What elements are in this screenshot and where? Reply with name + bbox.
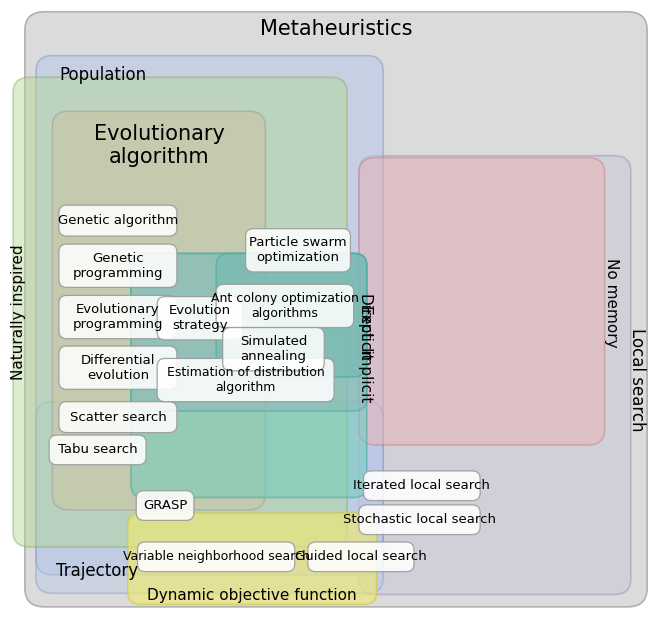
FancyBboxPatch shape — [364, 471, 480, 501]
FancyBboxPatch shape — [157, 358, 334, 402]
Text: Differential
evolution: Differential evolution — [81, 353, 155, 382]
FancyBboxPatch shape — [246, 229, 350, 272]
FancyBboxPatch shape — [138, 542, 295, 572]
Text: Tabu search: Tabu search — [58, 443, 138, 457]
FancyBboxPatch shape — [359, 158, 605, 445]
FancyBboxPatch shape — [52, 111, 265, 510]
FancyBboxPatch shape — [157, 297, 242, 340]
FancyBboxPatch shape — [131, 253, 367, 497]
Text: Stochastic local search: Stochastic local search — [343, 513, 496, 527]
FancyBboxPatch shape — [223, 328, 324, 371]
FancyBboxPatch shape — [59, 346, 177, 389]
FancyBboxPatch shape — [131, 253, 367, 411]
Text: Genetic
programming: Genetic programming — [73, 252, 163, 280]
FancyBboxPatch shape — [59, 244, 177, 287]
FancyBboxPatch shape — [308, 542, 414, 572]
Text: Naturally inspired: Naturally inspired — [11, 244, 26, 380]
Text: Particle swarm
optimization: Particle swarm optimization — [249, 236, 347, 265]
Text: Direct: Direct — [357, 294, 371, 340]
FancyBboxPatch shape — [216, 284, 354, 328]
FancyBboxPatch shape — [359, 156, 631, 595]
Text: Local search: Local search — [628, 328, 646, 432]
FancyBboxPatch shape — [25, 12, 647, 607]
FancyBboxPatch shape — [216, 253, 367, 377]
FancyBboxPatch shape — [59, 295, 177, 339]
FancyBboxPatch shape — [36, 56, 383, 575]
Text: No memory: No memory — [604, 258, 618, 348]
Text: Explicit: Explicit — [357, 306, 371, 362]
Text: Guided local search: Guided local search — [295, 550, 427, 564]
Text: Metaheuristics: Metaheuristics — [260, 19, 412, 38]
Text: Implicit: Implicit — [357, 347, 371, 404]
Text: Evolutionary
programming: Evolutionary programming — [73, 303, 163, 331]
Text: Variable neighborhood search: Variable neighborhood search — [122, 550, 310, 564]
Text: Dynamic objective function: Dynamic objective function — [147, 588, 357, 603]
FancyBboxPatch shape — [13, 77, 347, 547]
FancyBboxPatch shape — [59, 402, 177, 433]
FancyBboxPatch shape — [128, 513, 377, 604]
Text: Evolutionary
algorithm: Evolutionary algorithm — [94, 124, 225, 167]
Text: Population: Population — [59, 66, 146, 84]
FancyBboxPatch shape — [359, 505, 480, 535]
Text: Scatter search: Scatter search — [69, 410, 166, 424]
Text: Estimation of distribution
algorithm: Estimation of distribution algorithm — [167, 366, 324, 394]
FancyBboxPatch shape — [36, 402, 383, 593]
FancyBboxPatch shape — [136, 491, 194, 520]
Text: Iterated local search: Iterated local search — [354, 479, 490, 493]
Text: Ant colony optimization
algorithms: Ant colony optimization algorithms — [211, 292, 359, 320]
Text: Genetic algorithm: Genetic algorithm — [58, 214, 178, 227]
FancyBboxPatch shape — [59, 205, 177, 236]
Text: Evolution
strategy: Evolution strategy — [169, 304, 231, 332]
Text: GRASP: GRASP — [143, 499, 187, 512]
Text: Simulated
annealing: Simulated annealing — [240, 335, 307, 363]
Text: Trajectory: Trajectory — [56, 562, 138, 580]
FancyBboxPatch shape — [49, 435, 146, 465]
